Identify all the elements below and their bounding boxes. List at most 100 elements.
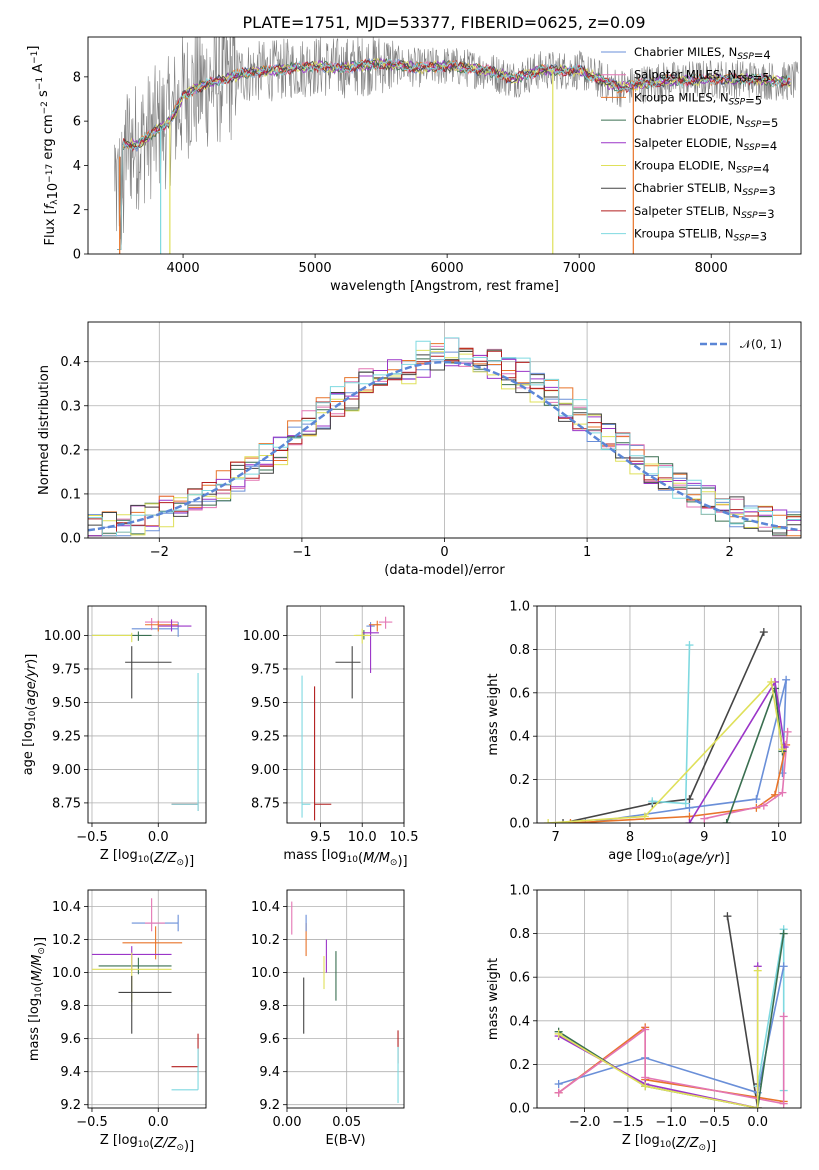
y-tick-label: 8 [73, 70, 81, 85]
axes-weight_vs_Z: −2.0 −1.5 −1.0 −0.5 0.0 0.0 0.2 0.4 0.6 0.8 1.0 Z [… [486, 884, 802, 1154]
x-axis-label: E(B-V) [325, 1133, 365, 1148]
model-spectrum [117, 59, 791, 251]
weight-marker [554, 1080, 563, 1089]
model-spectrum [117, 58, 791, 251]
y-tick-label: 10.4 [251, 900, 280, 915]
ticks: 7 8 9 10 0.0 0.2 0.4 0.6 0.8 1.0 [509, 600, 787, 846]
age-Z-point [158, 619, 192, 632]
y-tick-label: 0.4 [60, 355, 81, 370]
ticks: −0.5 0.0 8.75 9.00 9.25 9.50 9.75 10.00 [44, 629, 169, 845]
weight-marker [752, 795, 761, 804]
legend-entry: Kroupa STELIB, NSSP=3 [634, 227, 767, 244]
plot-area [554, 912, 788, 1108]
plot-area [301, 616, 393, 821]
weight-marker [640, 812, 649, 821]
weight-marker [700, 814, 709, 823]
age-Z-point [91, 632, 133, 643]
model-spectrum [117, 58, 791, 251]
ticks: −0.5 0.0 9.2 9.4 9.6 9.8 10.0 10.2 10.4 [52, 900, 169, 1130]
weight-series [570, 744, 787, 823]
y-tick-label: 0.8 [509, 643, 530, 658]
x-tick-label: 4000 [167, 261, 200, 276]
weight-marker [753, 1104, 762, 1108]
y-tick-label: 9.8 [259, 999, 280, 1014]
y-tick-label: 9.6 [259, 1032, 280, 1047]
weight-marker [566, 819, 575, 823]
age-mass-point [378, 616, 393, 629]
legend-entry: Salpeter ELODIE, NSSP=4 [634, 136, 777, 153]
plot-area [291, 901, 399, 1104]
y-tick-label: 9.2 [60, 1098, 81, 1113]
x-tick-label: 9.5 [310, 830, 331, 845]
axes-frame [87, 605, 207, 824]
x-tick-label: −2.0 [569, 1115, 601, 1130]
spectrum-legend: Chabrier MILES, NSSP=4 Salpeter MILES, NS… [601, 45, 778, 244]
x-tick-label: −1 [292, 545, 311, 560]
y-tick-label: 10.0 [52, 966, 81, 981]
y-tick-label: 8.75 [251, 796, 280, 811]
y-tick-label: 9.2 [259, 1098, 280, 1113]
y-tick-label: 0.0 [509, 1102, 530, 1117]
y-tick-label: 0.1 [60, 487, 81, 502]
weight-marker [685, 641, 694, 650]
mass-Z-point [98, 957, 172, 975]
y-tick-label: 9.25 [251, 729, 280, 744]
x-tick-label: −0.5 [699, 1115, 731, 1130]
y-tick-label: 0 [73, 248, 81, 263]
legend-entry: Salpeter MILES, NSSP=5 [634, 68, 770, 85]
x-axis-label: Z [log10(Z/Z⊙)] [100, 1133, 194, 1154]
plots-layer: 4000 5000 6000 7000 8000 0 2 4 6 8 wavelength [Ang… [21, 36, 802, 1154]
weight-marker [641, 1025, 650, 1034]
y-tick-label: 9.75 [251, 662, 280, 677]
weight-series [548, 680, 784, 823]
y-axis-label: Flux [fλ10−17 erg cm−2 s−1 A−1] [26, 46, 61, 246]
x-tick-label: −0.5 [76, 1115, 108, 1130]
y-tick-label: 10.00 [243, 629, 280, 644]
x-tick-label: 0 [440, 545, 448, 560]
age-mass-point [314, 686, 332, 821]
weight-marker [685, 819, 694, 823]
weight-marker [779, 1099, 788, 1108]
legend-entry: 𝒩(0, 1) [740, 337, 782, 351]
x-axis-label: Z [log10(Z/Z⊙)] [622, 1133, 716, 1154]
y-tick-label: 9.50 [52, 696, 81, 711]
x-tick-label: 0.05 [332, 1115, 361, 1130]
weight-marker [685, 795, 694, 804]
weight-marker [648, 797, 657, 806]
model-spectrum [117, 57, 791, 251]
weight-series [558, 966, 759, 1108]
y-tick-label: 9.4 [60, 1065, 81, 1080]
weight-series [756, 929, 785, 1091]
weight-marker [782, 675, 791, 684]
model-spectrum [117, 59, 791, 251]
gridlines [88, 606, 206, 823]
weight-marker [723, 912, 732, 921]
weight-marker [753, 966, 762, 975]
x-tick-label: 0.0 [747, 1115, 768, 1130]
x-tick-label: −0.5 [76, 830, 108, 845]
ticks: 9.5 10.0 10.5 8.75 9.00 9.25 9.50 9.75 10.00 [243, 629, 419, 845]
x-tick-label: 9 [700, 830, 708, 845]
x-axis-label: (data-model)/error [384, 563, 505, 578]
model-spectrum [117, 58, 791, 251]
residual-legend: 𝒩(0, 1) [700, 337, 782, 351]
y-tick-label: 1.0 [509, 600, 530, 615]
model-spectrum [117, 59, 791, 251]
residual-histogram [88, 337, 801, 537]
weight-marker [779, 929, 788, 938]
weight-marker [554, 1088, 563, 1097]
age-Z-point [91, 631, 152, 641]
y-tick-label: 0.0 [509, 817, 530, 832]
ticks: 0.00 0.05 9.2 9.4 9.6 9.8 10.0 10.2 10.4 [251, 900, 361, 1130]
weight-marker [685, 803, 694, 812]
plot-area [544, 628, 792, 823]
plot-area [91, 618, 199, 811]
legend-entry: Kroupa ELODIE, NSSP=4 [634, 159, 770, 176]
y-tick-label: 9.25 [52, 729, 81, 744]
legend-entry: Salpeter STELIB, NSSP=3 [634, 204, 775, 221]
y-tick-label: 0.4 [509, 1014, 530, 1029]
x-tick-label: 5000 [299, 261, 332, 276]
y-tick-label: 10.2 [251, 933, 280, 948]
weight-marker [544, 819, 553, 823]
mass-Z-point [122, 926, 183, 960]
